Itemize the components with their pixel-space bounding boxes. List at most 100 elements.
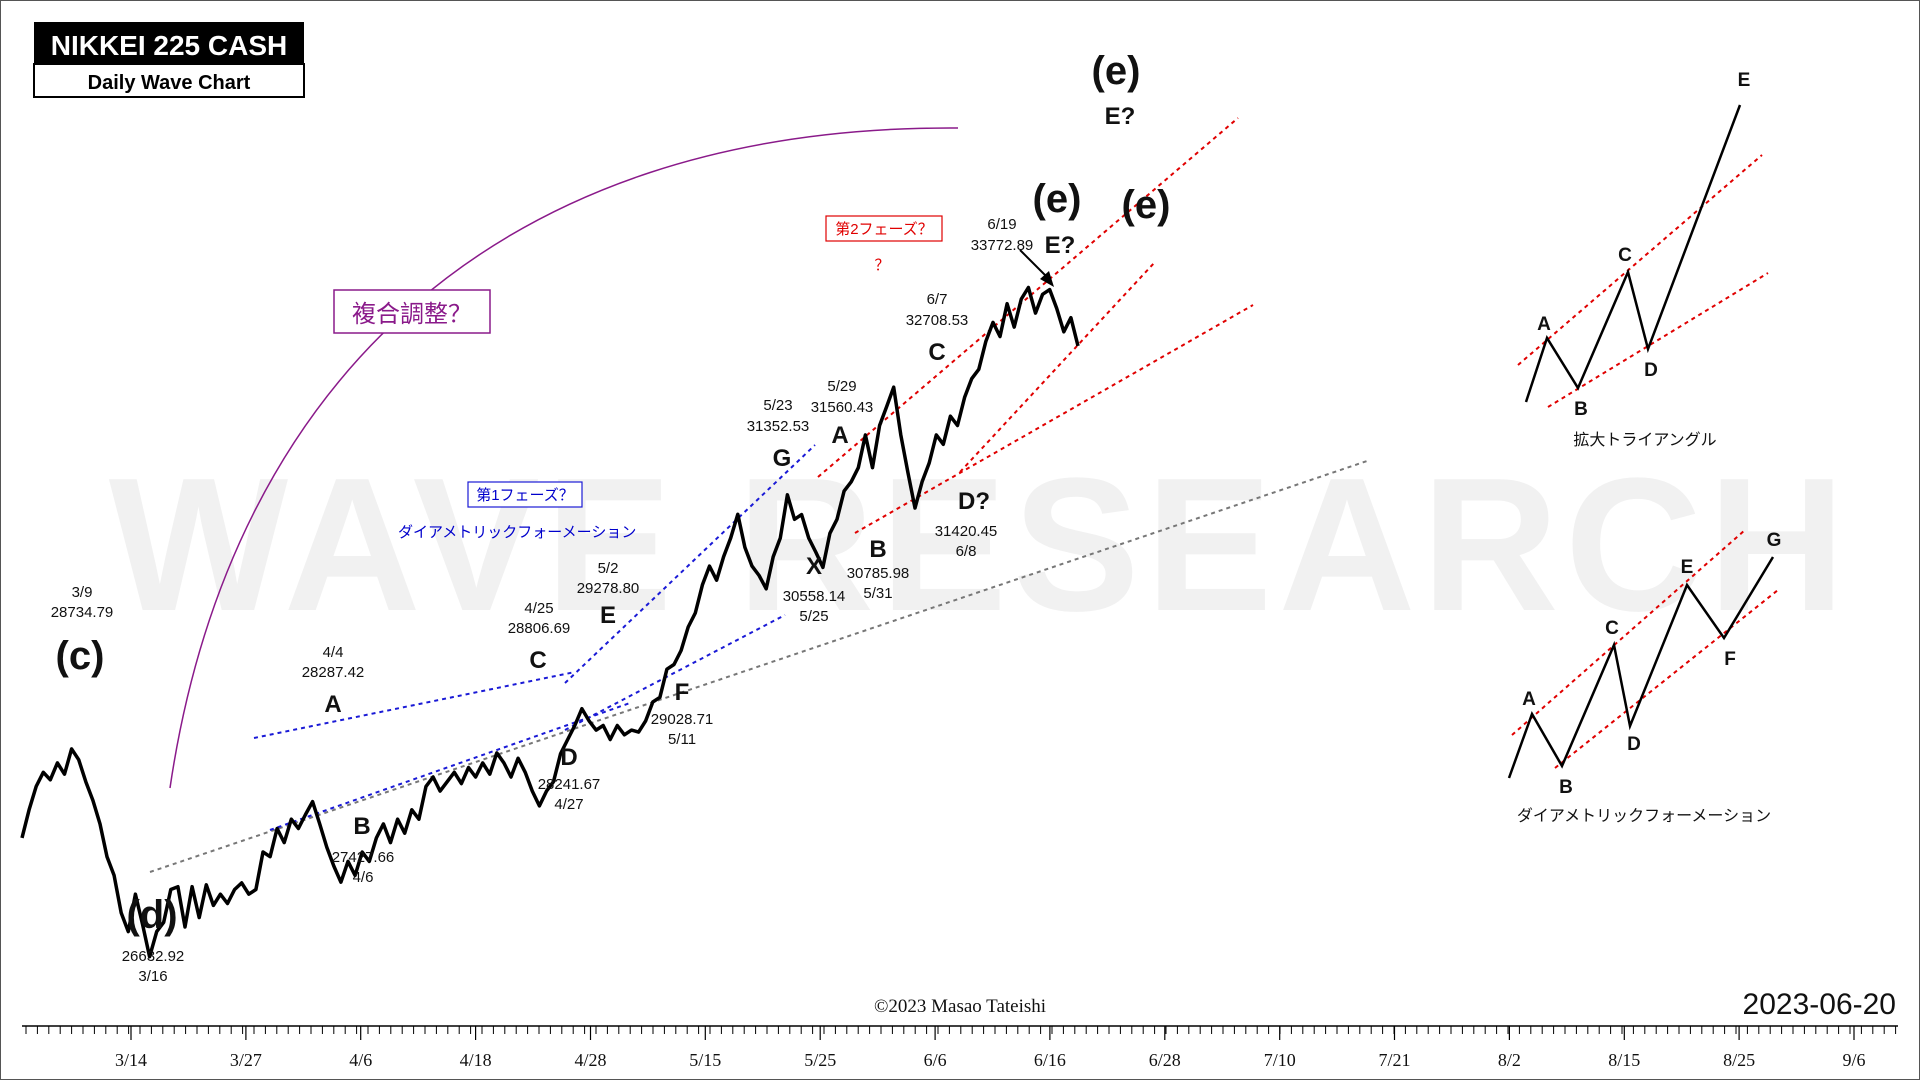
wave-label-e-top: (e) bbox=[1092, 49, 1141, 93]
price-label-value: 33772.89 bbox=[971, 237, 1034, 254]
trend-lines bbox=[149, 117, 1371, 873]
x-axis-tick-label: 7/10 bbox=[1264, 1050, 1296, 1070]
wave-label-d: (d) bbox=[126, 893, 177, 937]
wave-label-e-question-mid: E? bbox=[1045, 232, 1076, 259]
wave-label-D: D bbox=[560, 744, 577, 771]
price-series-line bbox=[20, 285, 1080, 959]
x-axis-ticks bbox=[25, 1026, 1897, 1040]
inset-point-label: D bbox=[1627, 734, 1641, 755]
inset-point-label: A bbox=[1522, 689, 1536, 710]
price-label-date: 5/23 bbox=[763, 397, 792, 414]
copyright: ©2023 Masao Tateishi bbox=[874, 996, 1046, 1017]
blue-upper-line-1 bbox=[253, 671, 576, 739]
price-label-date: 3/16 bbox=[138, 968, 167, 985]
price-label-value: 30558.14 bbox=[783, 588, 846, 605]
price-label-date: 5/31 bbox=[863, 585, 892, 602]
inset-point-label: C bbox=[1605, 618, 1619, 639]
phase2-label: 第2フェーズ？ bbox=[835, 220, 933, 238]
x-axis-tick-label: 6/28 bbox=[1149, 1050, 1181, 1070]
phase1-box: 第1フェーズ？ bbox=[467, 481, 583, 508]
wave-label-E: E bbox=[600, 602, 616, 629]
wave-label-C2: C bbox=[928, 339, 945, 366]
price-label-value: 31352.53 bbox=[747, 418, 810, 435]
inset-point-label: A bbox=[1537, 314, 1551, 335]
inset-expanding-caption: 拡大トライアングル bbox=[1573, 431, 1716, 449]
inset-point-label: E bbox=[1681, 557, 1694, 578]
wave-label-G: G bbox=[773, 445, 792, 472]
watermark: WAVE RESEARCH bbox=[109, 439, 1851, 651]
chart-subtitle: Daily Wave Chart bbox=[88, 72, 251, 94]
price-label-date: 4/4 bbox=[323, 644, 344, 661]
inset-diametric-caption: ダイアメトリックフォーメーション bbox=[1517, 807, 1771, 825]
phase1-label: 第1フェーズ？ bbox=[476, 486, 574, 504]
wave-label-A: A bbox=[324, 691, 341, 718]
inset-expanding-triangle: A B C D E 拡大トライアングル bbox=[1517, 70, 1769, 449]
complex-correction-label: 複合調整？ bbox=[352, 301, 472, 328]
price-label-value: 29278.80 bbox=[577, 580, 640, 597]
x-axis-tick-label: 7/21 bbox=[1378, 1050, 1410, 1070]
chart-title: NIKKEI 225 CASH bbox=[51, 30, 288, 61]
x-axis-labels: 3/14 3/27 4/6 4/18 4/28 5/15 5/25 6/6 6/16 6/28 7/… bbox=[115, 1050, 1866, 1070]
price-label-value: 29028.71 bbox=[651, 711, 714, 728]
wave-label-B: B bbox=[353, 813, 370, 840]
price-label-value: 28806.69 bbox=[508, 620, 571, 637]
gray-trend-line bbox=[149, 459, 1371, 873]
wave-label-c: (c) bbox=[56, 634, 105, 678]
x-axis-tick-label: 5/15 bbox=[689, 1050, 721, 1070]
price-label-date: 5/2 bbox=[598, 560, 619, 577]
price-label-value: 26632.92 bbox=[122, 948, 185, 965]
x-axis-tick-label: 8/15 bbox=[1608, 1050, 1640, 1070]
price-label-date: 5/25 bbox=[799, 608, 828, 625]
price-label-value: 31420.45 bbox=[935, 523, 998, 540]
price-label-value: 31560.43 bbox=[811, 399, 874, 416]
inset-point-label: C bbox=[1618, 245, 1632, 266]
x-axis-tick-label: 9/6 bbox=[1842, 1050, 1865, 1070]
x-axis-tick-label: 5/25 bbox=[804, 1050, 836, 1070]
wave-label-e-question-top: E? bbox=[1105, 103, 1136, 130]
diametric-label: ダイアメトリックフォーメーション bbox=[398, 524, 636, 541]
phase2-box: 第2フェーズ？ bbox=[825, 215, 943, 242]
inset-point-label: G bbox=[1767, 530, 1782, 551]
inset-diametric-line bbox=[1507, 556, 1775, 779]
wave-label-e-right: (e) bbox=[1122, 183, 1171, 227]
complex-correction-box: 複合調整？ bbox=[333, 289, 491, 334]
wave-label-C: C bbox=[529, 647, 546, 674]
inset-point-label: B bbox=[1559, 777, 1573, 798]
inset-point-label: B bbox=[1574, 399, 1588, 420]
inset-point-label: D bbox=[1644, 360, 1658, 381]
price-annotations: 3/9 28734.79 26632.92 3/16 4/4 28287.42 … bbox=[51, 216, 1034, 985]
wave-label-B2: B bbox=[869, 536, 886, 563]
x-axis-tick-label: 4/6 bbox=[349, 1050, 372, 1070]
inset-diametric: A B C D E F G ダイアメトリックフォーメーション bbox=[1507, 529, 1782, 825]
blue-upper-line-2 bbox=[564, 444, 816, 684]
arrow-to-peak bbox=[1019, 249, 1054, 287]
price-label-value: 30785.98 bbox=[847, 565, 910, 582]
x-axis-tick-label: 8/2 bbox=[1498, 1050, 1521, 1070]
price-label-value: 28241.67 bbox=[538, 776, 601, 793]
price-label-date: 4/25 bbox=[524, 600, 553, 617]
x-axis-tick-label: 8/25 bbox=[1723, 1050, 1755, 1070]
price-label-value: 28287.42 bbox=[302, 664, 365, 681]
wave-label-D2: D? bbox=[958, 488, 990, 515]
x-axis-tick-label: 3/14 bbox=[115, 1050, 147, 1070]
price-label-date: 5/29 bbox=[827, 378, 856, 395]
wave-label-F: F bbox=[675, 679, 690, 706]
price-label-value: 27427.66 bbox=[332, 849, 395, 866]
inset-point-label: E bbox=[1738, 70, 1751, 91]
x-axis-tick-label: 6/16 bbox=[1034, 1050, 1066, 1070]
price-label-date: 6/8 bbox=[956, 543, 977, 560]
wave-label-e-mid: (e) bbox=[1033, 177, 1082, 221]
x-axis-tick-label: 4/28 bbox=[574, 1050, 606, 1070]
price-label-date: 3/9 bbox=[72, 584, 93, 601]
price-label-value: 32708.53 bbox=[906, 312, 969, 329]
blue-lower-line-2 bbox=[564, 614, 786, 731]
x-axis-tick-label: 6/6 bbox=[924, 1050, 947, 1070]
price-label-date: 6/7 bbox=[927, 291, 948, 308]
wave-label-X: X bbox=[806, 553, 822, 580]
wave-label-A2: A bbox=[831, 422, 848, 449]
price-label-date: 6/19 bbox=[987, 216, 1016, 233]
price-label-value: 28734.79 bbox=[51, 604, 114, 621]
inset-point-label: F bbox=[1724, 649, 1736, 670]
